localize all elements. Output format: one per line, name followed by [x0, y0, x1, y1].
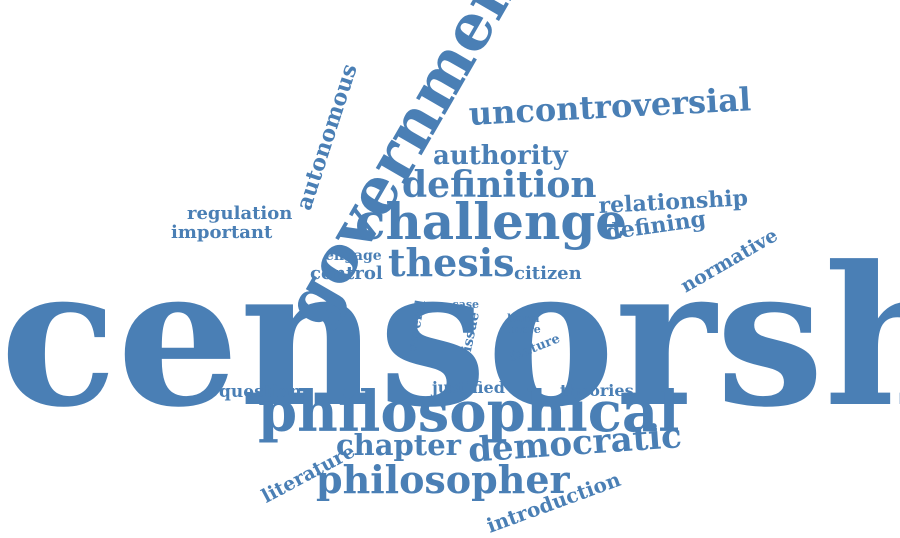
word-important: important [171, 222, 273, 243]
word-citizen: citizen [514, 263, 582, 284]
word-thesis: thesis [388, 240, 515, 285]
word-question: question [219, 382, 302, 402]
word-authority: authority [433, 141, 568, 171]
word-philosophical: philosophical [258, 379, 680, 445]
word-theories: theories [560, 381, 634, 400]
word-chapter: chapter [336, 428, 461, 462]
word-harm: harm [507, 312, 540, 325]
word-justified: justified [432, 378, 505, 397]
word-engage: engage [325, 248, 382, 264]
word-case: case [452, 298, 480, 311]
word-challenge: challenge [355, 192, 628, 251]
word-more: more [509, 323, 541, 336]
word-control: control [310, 263, 383, 284]
word-definition: definition [402, 164, 597, 206]
word-philosopher: philosopher [316, 457, 570, 502]
word-censorship: censorship [0, 225, 900, 450]
word-regulation: regulation [187, 203, 293, 224]
word-uncontroversial: uncontroversial [467, 80, 752, 133]
